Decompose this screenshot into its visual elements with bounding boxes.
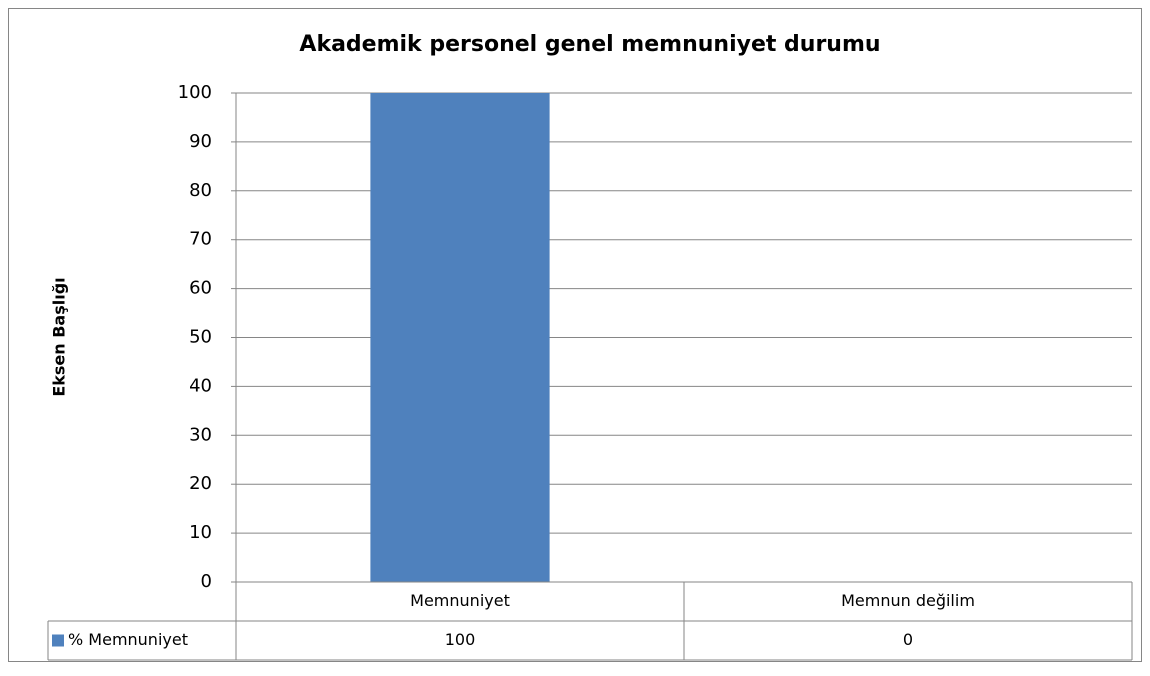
y-tick-label: 10 [189,522,212,543]
y-tick-label: 50 [189,327,212,348]
y-tick-label: 70 [189,229,212,250]
bar [370,93,550,582]
y-tick-label: 0 [201,571,212,592]
table-value: 0 [903,630,913,649]
y-tick-label: 30 [189,424,212,445]
x-tick-label: Memnun değilim [841,591,975,610]
y-tick-label: 100 [178,82,212,103]
y-tick-label: 90 [189,131,212,152]
y-tick-label: 60 [189,278,212,299]
chart-title: Akademik personel genel memnuniyet durum… [299,32,880,57]
table-value: 100 [445,630,476,649]
y-axis-title: Eksen Başlığı [50,277,69,396]
chart-border [8,8,1142,662]
x-tick-label: Memnuniyet [410,591,510,610]
y-tick-label: 80 [189,180,212,201]
legend-label: % Memnuniyet [68,630,188,649]
legend-key [52,634,64,647]
y-tick-label: 20 [189,473,212,494]
y-tick-label: 40 [189,375,212,396]
